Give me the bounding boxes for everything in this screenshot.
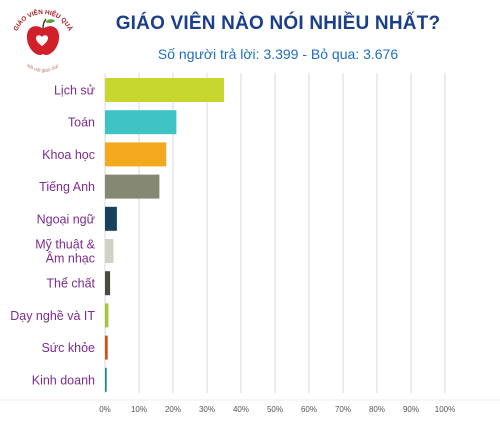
bar: [105, 174, 160, 199]
x-tick-label: 30%: [199, 405, 215, 414]
x-tick-label: 50%: [267, 405, 283, 414]
bar: [105, 335, 108, 360]
response-summary: Số người trả lời: 3.399 - Bỏ qua: 3.676: [157, 46, 399, 62]
category-label: Tiếng Anh: [39, 180, 95, 194]
category-label: Toán: [68, 116, 95, 130]
bar-chart: Lịch sử Toán Khoa học Tiếng Anh Ngoại ngữ Mỹ …: [0, 73, 500, 414]
category-label: Ngoại ngữ: [37, 212, 95, 226]
category-label-layer: Lịch sử Toán Khoa học Tiếng Anh Ngoại ngữ Mỹ …: [10, 84, 95, 388]
category-label: Âm nhạc: [46, 251, 95, 266]
category-label: Kinh doanh: [32, 373, 95, 387]
category-label: Thể chất: [46, 277, 95, 291]
x-tick-label: 60%: [301, 405, 317, 414]
bar: [105, 239, 114, 263]
bar: [105, 78, 224, 102]
x-tick-label: 90%: [403, 405, 419, 414]
apple-icon: [26, 18, 60, 55]
x-tick-label: 100%: [435, 405, 455, 414]
x-tick-layer: 0% 10% 20% 30% 40% 50% 60% 70% 80% 90% 100%: [99, 405, 455, 414]
x-tick-label: 80%: [369, 405, 385, 414]
bar: [105, 142, 167, 167]
x-tick-label: 0%: [99, 405, 111, 414]
bar: [105, 367, 107, 392]
logo-bottom-text: kết nối giáo dục: [26, 63, 61, 74]
logo: GIÁO VIÊN HIỆU QUẢ kết nối giáo dục: [13, 7, 76, 74]
x-tick-label: 40%: [233, 405, 249, 414]
category-label: Khoa học: [42, 148, 95, 162]
category-label: Dạy nghề và IT: [10, 309, 95, 323]
x-tick-label: 20%: [165, 405, 181, 414]
x-tick-label: 10%: [131, 405, 147, 414]
bar: [105, 271, 111, 296]
x-tick-label: 70%: [335, 405, 351, 414]
chart-title: GIÁO VIÊN NÀO NÓI NHIỀU NHẤT?: [115, 13, 441, 34]
bar-layer: [105, 78, 224, 392]
bar: [105, 110, 177, 135]
bar: [105, 303, 109, 328]
category-label: Lịch sử: [54, 84, 95, 98]
category-label: Sức khỏe: [41, 341, 95, 355]
category-label: Mỹ thuật &: [35, 238, 95, 252]
bar: [105, 206, 117, 231]
